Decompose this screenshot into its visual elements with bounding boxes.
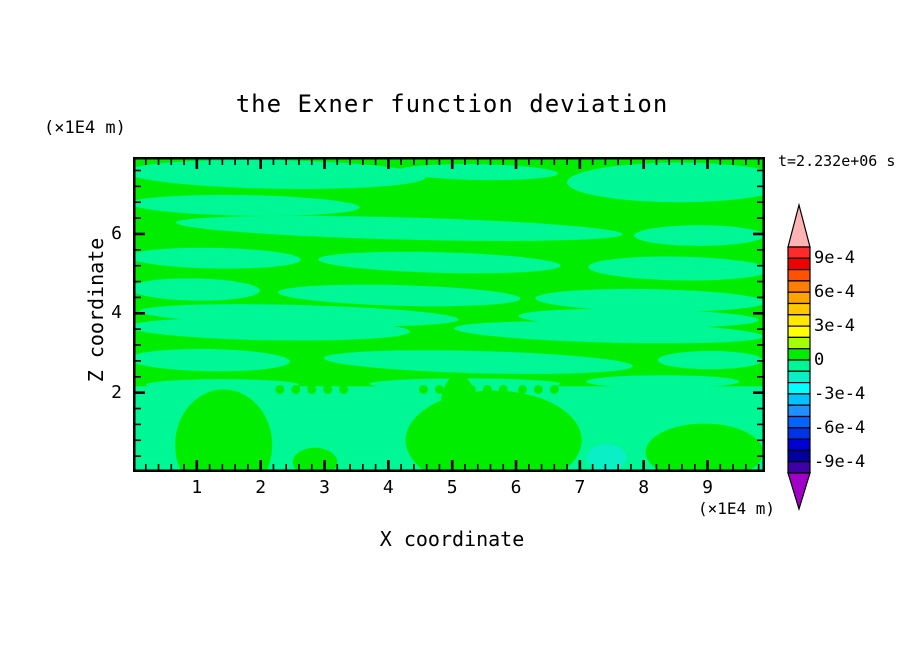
colorbar-tick-label: 0 — [814, 350, 825, 370]
page-title: the Exner function deviation — [235, 90, 669, 118]
colorbar-tick-label: 3e-4 — [814, 316, 855, 337]
x-tick-label: 8 — [638, 477, 650, 498]
x-tick-label: 1 — [191, 477, 203, 498]
y-tick-label: 4 — [111, 302, 122, 324]
y-tick-label: 2 — [111, 381, 122, 403]
x-tick-label: 7 — [574, 477, 586, 498]
colorbar-tick-label: 6e-4 — [814, 282, 855, 303]
time-label: t=2.232e+06 s — [778, 152, 896, 170]
x-axis-title: X coordinate — [379, 527, 525, 551]
x-tick-label: 9 — [702, 477, 713, 498]
x-tick-label: 5 — [446, 477, 458, 498]
x-tick-label: 4 — [382, 477, 394, 498]
x-tick-label: 3 — [319, 477, 330, 498]
colorbar-tick-label: -3e-4 — [814, 383, 866, 404]
plot-field — [126, 157, 791, 501]
x-tick-label: 6 — [510, 477, 522, 498]
x-tick-label: 2 — [255, 477, 267, 498]
plot-area — [126, 157, 791, 501]
y-axis-unit-label: (×1E4 m) — [44, 118, 126, 138]
x-axis-unit-label: (×1E4 m) — [697, 499, 775, 518]
y-tick-label: 6 — [111, 222, 122, 244]
colorbar-tick-label: -6e-4 — [814, 417, 866, 438]
colorbar-tick-label: 9e-4 — [814, 248, 855, 269]
colorbar-tick-label: -9e-4 — [814, 451, 866, 472]
colorbar — [787, 203, 811, 512]
